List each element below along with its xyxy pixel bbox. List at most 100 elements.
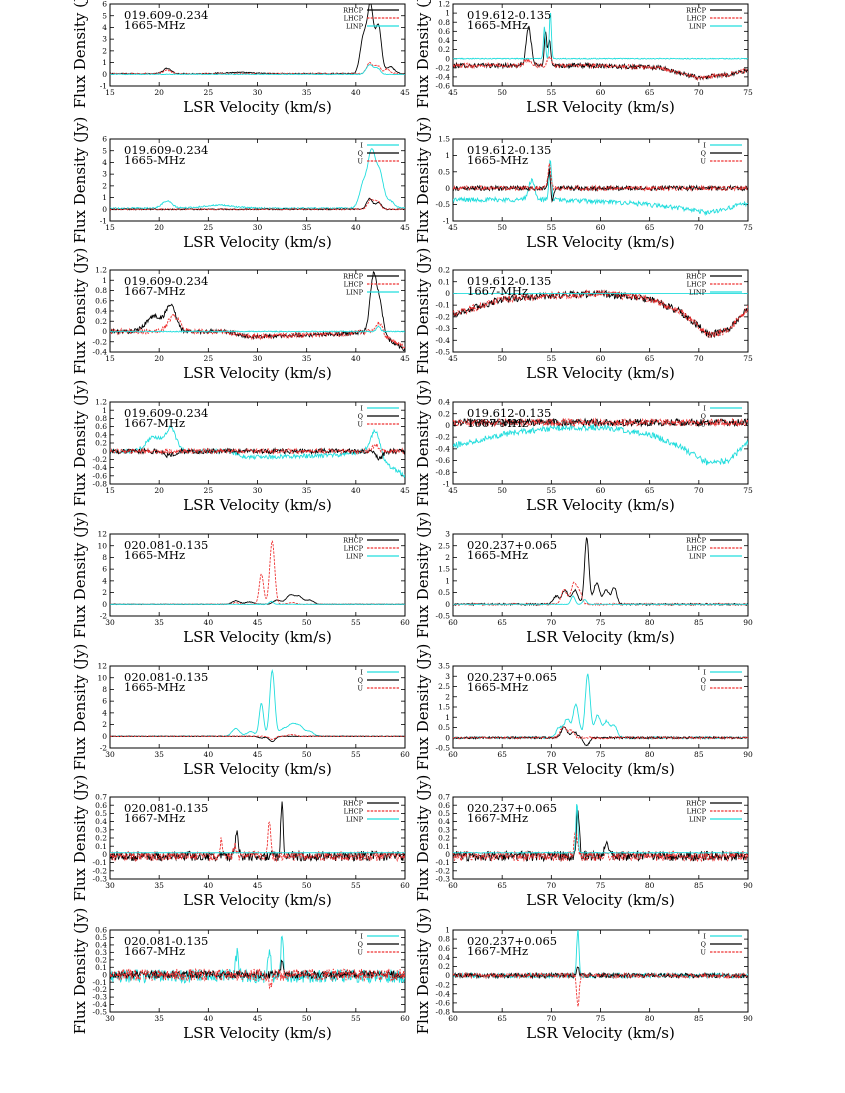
y-tick-label: 10 bbox=[97, 673, 107, 682]
y-axis-label: Flux Density (Jy) bbox=[414, 248, 432, 375]
x-tick-label: 30 bbox=[105, 1014, 115, 1023]
transition-label: 1667-MHz bbox=[467, 811, 528, 825]
legend-label: LINP bbox=[689, 816, 707, 824]
legend-label: U bbox=[701, 158, 707, 166]
x-axis-label: LSR Velocity (km/s) bbox=[183, 891, 332, 909]
y-tick-label: 0.4 bbox=[95, 817, 107, 826]
y-axis-label: Flux Density (Jy) bbox=[71, 248, 89, 375]
y-axis-label: Flux Density (Jy) bbox=[71, 775, 89, 902]
legend-label: LINP bbox=[689, 23, 707, 31]
legend-label: RHCP bbox=[686, 537, 707, 545]
legend-label: LINP bbox=[689, 553, 707, 561]
series-line-linp bbox=[453, 595, 748, 606]
x-axis-label: LSR Velocity (km/s) bbox=[183, 364, 332, 382]
y-tick-label: 0.8 bbox=[438, 18, 450, 27]
y-tick-label: -0.6 bbox=[436, 82, 451, 91]
x-tick-label: 50 bbox=[497, 486, 507, 495]
y-tick-label: 1 bbox=[445, 576, 450, 585]
y-tick-label: 0 bbox=[445, 54, 450, 63]
x-tick-label: 90 bbox=[743, 881, 753, 890]
y-tick-label: -0.4 bbox=[93, 1000, 108, 1009]
legend-label: LHCP bbox=[344, 15, 364, 23]
legend-label: LINP bbox=[346, 23, 364, 31]
y-tick-label: 0.5 bbox=[95, 933, 107, 942]
y-tick-label: -0.3 bbox=[93, 875, 108, 884]
legend-label: I bbox=[360, 142, 363, 150]
y-tick-label: -2 bbox=[100, 744, 108, 753]
y-axis-label: Flux Density (Jy) bbox=[71, 644, 89, 771]
y-tick-label: -0.8 bbox=[436, 1008, 451, 1017]
y-tick-label: 12 bbox=[97, 662, 107, 671]
series-line-q bbox=[110, 447, 405, 461]
x-tick-label: 55 bbox=[351, 881, 361, 890]
y-tick-label: 0.1 bbox=[438, 842, 450, 851]
legend-label: U bbox=[358, 949, 364, 957]
spectrum-panel: 15 20 25 30 35 40 45 -0.8-0.6-0.4-0.200.20.40.6… bbox=[71, 380, 410, 514]
y-axis-label: Flux Density (Jy) bbox=[414, 908, 432, 1035]
x-axis-label: LSR Velocity (km/s) bbox=[526, 233, 675, 251]
y-tick-label: -0.5 bbox=[93, 1008, 108, 1017]
x-tick-label: 45 bbox=[448, 223, 458, 232]
x-tick-label: 25 bbox=[204, 354, 214, 363]
x-axis-label: LSR Velocity (km/s) bbox=[526, 1024, 675, 1042]
y-tick-label: 10 bbox=[97, 541, 107, 550]
y-tick-label: 2 bbox=[445, 553, 450, 562]
y-tick-label: 0.1 bbox=[95, 963, 107, 972]
source-name: 020.237+0.065 bbox=[467, 538, 557, 552]
x-tick-label: 45 bbox=[400, 354, 410, 363]
y-tick-label: -0.6 bbox=[436, 456, 451, 465]
source-name: 019.609-0.234 bbox=[124, 274, 208, 288]
y-tick-label: 0.5 bbox=[438, 809, 450, 818]
x-tick-label: 25 bbox=[204, 88, 214, 97]
x-tick-label: 65 bbox=[497, 618, 507, 627]
legend-label: Q bbox=[358, 150, 363, 158]
y-tick-label: 4 bbox=[102, 576, 107, 585]
y-tick-label: -0.2 bbox=[436, 866, 451, 875]
y-axis-label: Flux Density (Jy) bbox=[71, 117, 89, 244]
x-tick-label: 70 bbox=[547, 881, 557, 890]
x-tick-label: 75 bbox=[743, 486, 753, 495]
x-tick-label: 40 bbox=[204, 881, 214, 890]
spectrum-panel: 45 50 55 60 65 70 75-0.6-0.4-0.200.20.40.60.81… bbox=[414, 0, 753, 116]
x-tick-label: 70 bbox=[694, 88, 704, 97]
x-tick-label: 60 bbox=[596, 486, 606, 495]
y-tick-label: -0.2 bbox=[93, 985, 108, 994]
x-axis-label: LSR Velocity (km/s) bbox=[183, 760, 332, 778]
legend-label: RHCP bbox=[343, 273, 364, 281]
y-tick-label: 0 bbox=[102, 70, 107, 79]
y-tick-label: 0.6 bbox=[95, 926, 107, 935]
series-line-lhcp bbox=[110, 821, 405, 863]
spectrum-panel: 45 50 55 60 65 70 75 -1 -0.5 0 0.5 1 1.5 LSR Velocity… bbox=[414, 117, 753, 251]
source-name: 020.237+0.065 bbox=[467, 801, 557, 815]
x-tick-label: 35 bbox=[154, 750, 164, 759]
legend-label: LHCP bbox=[687, 808, 707, 816]
y-tick-label: 0.4 bbox=[438, 817, 450, 826]
series-line-linp bbox=[110, 63, 405, 76]
legend-label: U bbox=[701, 421, 707, 429]
y-axis-label: Flux Density (Jy) bbox=[414, 117, 432, 244]
y-tick-label: -0.4 bbox=[436, 72, 451, 81]
x-tick-label: 70 bbox=[694, 354, 704, 363]
y-axis-label: Flux Density (Jy) bbox=[414, 512, 432, 639]
x-tick-label: 50 bbox=[302, 750, 312, 759]
transition-label: 1667-MHz bbox=[124, 944, 185, 958]
series-line-u bbox=[453, 163, 748, 192]
y-tick-label: 2 bbox=[102, 46, 107, 55]
source-name: 019.612-0.135 bbox=[467, 406, 551, 420]
spectrum-panel: 60 65 70 75 80 85 90 -0.8-0.6-0.4-0.200.20.40.6… bbox=[414, 908, 753, 1042]
spectrum-panel: 45 50 55 60 65 70 75 -1 -0.8 -0.6 -0.4 -0.2 0 0.2 0.4 L… bbox=[414, 380, 753, 514]
y-tick-label: 0.3 bbox=[95, 948, 107, 957]
x-tick-label: 80 bbox=[645, 1014, 655, 1023]
y-tick-label: 0.2 bbox=[438, 962, 450, 971]
transition-label: 1665-MHz bbox=[124, 18, 185, 32]
x-tick-label: 60 bbox=[448, 1014, 458, 1023]
y-tick-label: 0.6 bbox=[438, 944, 450, 953]
y-tick-label: -0.6 bbox=[436, 998, 451, 1007]
series-line-u bbox=[110, 443, 405, 456]
x-tick-label: 60 bbox=[596, 88, 606, 97]
transition-label: 1667-MHz bbox=[124, 284, 185, 298]
y-tick-label: 3 bbox=[102, 35, 107, 44]
x-tick-label: 35 bbox=[302, 354, 312, 363]
x-tick-label: 30 bbox=[105, 750, 115, 759]
y-tick-label: 0.6 bbox=[95, 422, 107, 431]
